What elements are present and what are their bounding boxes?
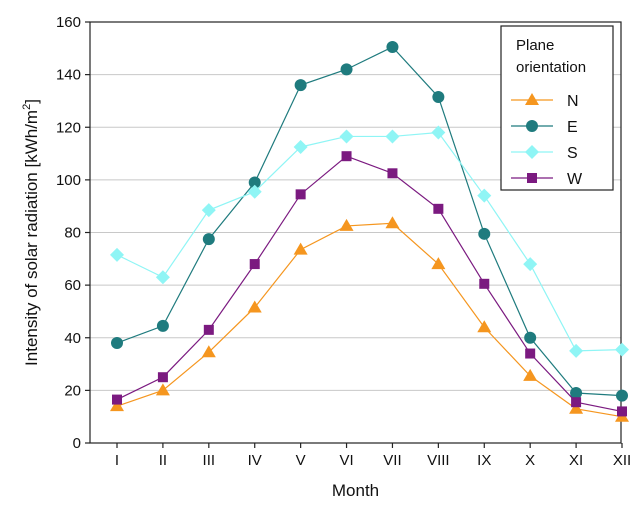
- x-tick-label: III: [203, 452, 216, 469]
- data-point: [523, 257, 538, 272]
- data-point: [293, 242, 308, 255]
- y-axis-title: Intensity of solar radiation [kWh/m2]: [21, 99, 41, 366]
- legend-title: Plane: [516, 37, 554, 54]
- data-point: [111, 337, 123, 350]
- data-point: [157, 372, 168, 383]
- data-point: [248, 176, 261, 189]
- legend-box: [500, 25, 614, 191]
- data-point: [617, 406, 627, 417]
- y-tick-label: 100: [56, 172, 81, 189]
- y-tick-label: 0: [73, 435, 81, 452]
- data-point: [616, 389, 628, 402]
- data-point: [155, 383, 170, 396]
- legend-label: E: [567, 119, 578, 136]
- legend-marker: [525, 145, 539, 159]
- series-S: [110, 125, 629, 358]
- series-line: [116, 46, 623, 397]
- data-point: [341, 151, 352, 162]
- data-point: [201, 203, 216, 218]
- data-point: [477, 320, 492, 333]
- data-point: [385, 216, 400, 229]
- data-point: [247, 300, 262, 313]
- x-tick-label: V: [296, 452, 306, 469]
- data-point: [201, 345, 216, 358]
- legend-marker: [525, 93, 539, 105]
- series-N: [110, 216, 629, 422]
- data-point: [340, 63, 353, 76]
- data-point: [432, 90, 445, 103]
- x-tick-label: I: [115, 452, 119, 469]
- x-axis-title: Month: [332, 481, 379, 500]
- legend-label: W: [567, 171, 583, 188]
- series-line: [116, 131, 623, 352]
- y-tick-label: 20: [64, 382, 81, 399]
- data-point: [431, 257, 446, 270]
- data-point: [339, 218, 354, 231]
- data-point: [570, 387, 583, 400]
- y-axis-title-superscript: 2: [21, 104, 33, 110]
- data-point: [479, 278, 490, 289]
- data-point: [385, 129, 400, 144]
- y-tick-label: 140: [56, 67, 81, 84]
- data-point: [524, 331, 537, 344]
- data-point: [478, 227, 491, 240]
- y-axis-title-main: Intensity of solar radiation [kWh/m: [22, 110, 41, 366]
- data-point: [294, 79, 307, 92]
- legend-marker: [527, 173, 537, 183]
- x-tick-label: VI: [339, 452, 353, 469]
- series-lines: [110, 40, 629, 422]
- x-tick-label: VIII: [427, 452, 450, 469]
- data-point: [249, 259, 260, 270]
- legend-marker: [526, 120, 538, 132]
- y-tick-label: 40: [64, 330, 81, 347]
- x-tick-label: II: [159, 452, 167, 469]
- y-tick-label: 60: [64, 277, 81, 294]
- legend-title: orientation: [516, 59, 586, 76]
- x-tick-label: IX: [477, 452, 491, 469]
- y-tick-label: 160: [56, 14, 81, 31]
- data-point: [615, 342, 629, 357]
- series-E: [111, 40, 628, 402]
- data-point: [431, 125, 446, 140]
- gridlines: [90, 74, 621, 391]
- x-tick-label: X: [525, 452, 535, 469]
- data-point: [293, 139, 308, 154]
- data-point: [523, 368, 538, 381]
- y-tick-label: 120: [56, 119, 81, 136]
- data-point: [203, 324, 214, 335]
- data-point: [110, 399, 124, 412]
- data-point: [569, 401, 584, 414]
- y-tick-label: 80: [64, 225, 81, 242]
- data-point: [569, 343, 584, 358]
- series-line: [116, 222, 623, 418]
- data-point: [110, 247, 124, 262]
- data-point: [477, 188, 492, 203]
- data-point: [295, 189, 306, 200]
- data-point: [387, 168, 398, 179]
- legend-label: S: [567, 145, 578, 162]
- series-W: [112, 151, 627, 417]
- data-point: [571, 397, 582, 408]
- x-tick-label: IV: [248, 452, 262, 469]
- legend-label: N: [567, 93, 579, 110]
- data-point: [156, 319, 169, 332]
- data-point: [339, 129, 354, 144]
- y-axis-title-end: ]: [22, 99, 41, 104]
- data-point: [386, 40, 399, 53]
- data-point: [155, 270, 170, 285]
- data-point: [202, 233, 215, 246]
- data-point: [112, 394, 122, 405]
- data-point: [433, 203, 444, 214]
- x-tick-label: XII: [613, 452, 631, 469]
- x-tick-label: XI: [569, 452, 583, 469]
- data-point: [247, 184, 262, 199]
- series-line: [116, 155, 623, 413]
- x-tick-label: VII: [383, 452, 401, 469]
- data-point: [525, 348, 536, 359]
